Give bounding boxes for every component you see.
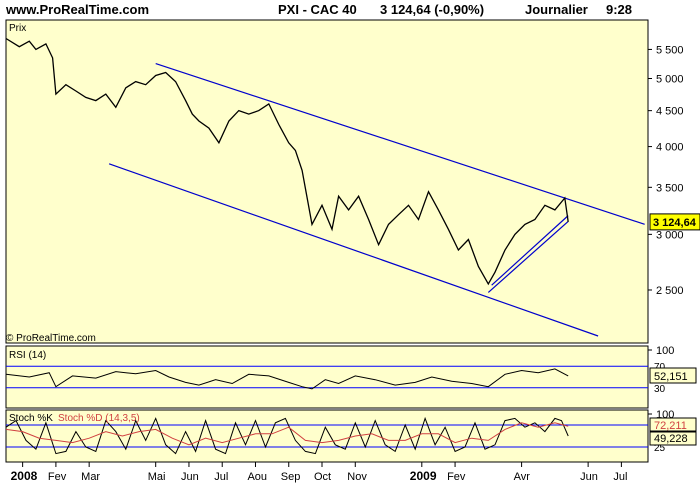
- x-tick-label: Jul: [214, 471, 228, 483]
- price-ytick-label: 3 000: [656, 229, 684, 241]
- x-tick-label: Nov: [347, 471, 367, 483]
- instrument-name: PXI - CAC 40: [278, 2, 357, 17]
- stoch-k-value-box: [649, 431, 697, 446]
- rsi-level-label: 30: [654, 384, 666, 395]
- rsi-panel-label: RSI (14): [9, 350, 46, 361]
- stoch-k-value-label: 49,228: [654, 433, 688, 445]
- x-tick-label: 2008: [11, 469, 38, 483]
- price-ytick-label: 5 500: [656, 44, 684, 56]
- time-label: 9:28: [606, 2, 633, 17]
- x-tick-label: Mar: [81, 471, 100, 483]
- price-ytick-label: 4 000: [656, 142, 684, 154]
- trend-channel-line: [108, 163, 599, 337]
- x-tick-label: Fev: [48, 471, 67, 483]
- x-tick-label: Jul: [613, 471, 627, 483]
- stoch-series-line: [5, 422, 569, 446]
- stoch-level-label: 25: [654, 443, 666, 454]
- trend-channel-line: [491, 215, 569, 286]
- last-price-box: [649, 213, 700, 231]
- stoch-value-box: [649, 417, 697, 432]
- trend-channel-line: [155, 63, 645, 225]
- stoch-series-line: [5, 416, 569, 455]
- x-tick-label: Aou: [247, 471, 267, 483]
- price-ytick-label: 2 500: [656, 285, 684, 297]
- trend-channel-line: [487, 220, 569, 293]
- x-tick-label: Jun: [181, 471, 199, 483]
- panel-price: [5, 19, 649, 344]
- x-tick-label: Sep: [281, 471, 301, 483]
- price-ytick-label: 5 000: [656, 73, 684, 85]
- watermark: © ProRealTime.com: [6, 333, 96, 344]
- last-price-change: 3 124,64 (-0,90%): [380, 2, 485, 17]
- site-title[interactable]: www.ProRealTime.com: [6, 2, 150, 17]
- price-panel-label: Prix: [9, 23, 26, 34]
- price-ytick-label: 4 500: [656, 106, 684, 118]
- x-tick-label: Mai: [148, 471, 166, 483]
- period-label: Journalier: [525, 2, 588, 17]
- price-series-line: [5, 37, 569, 286]
- panel-rsi: [5, 345, 649, 409]
- x-tick-label: Jun: [580, 471, 598, 483]
- x-tick-label: 2009: [410, 469, 437, 483]
- x-tick-label: Fev: [447, 471, 466, 483]
- panel-stoch: [5, 409, 649, 463]
- x-tick-label: Avr: [514, 471, 531, 483]
- x-tick-label: Oct: [314, 471, 331, 483]
- rsi-ytick-label: 100: [656, 345, 674, 357]
- last-price-label: 3 124,64: [653, 217, 697, 229]
- stoch-k-label: Stoch %K: [9, 413, 53, 424]
- rsi-value-label: 52,151: [654, 371, 688, 383]
- stoch-d-value-label: 72,211: [654, 420, 687, 432]
- stoch-d-label: Stoch %D (14,3,5): [58, 413, 140, 424]
- rsi-value-box: [649, 367, 697, 384]
- price-ytick-label: 3 500: [656, 182, 684, 194]
- rsi-series-line: [5, 368, 569, 390]
